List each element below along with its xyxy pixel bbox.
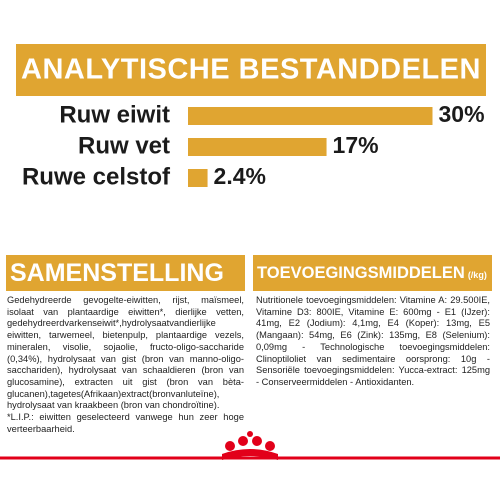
title-banner <box>16 44 486 96</box>
logo-crown-base <box>222 449 278 460</box>
category-label: Ruw eiwit <box>59 101 170 128</box>
chart-title: ANALYTISCHE BESTANDDELEN <box>21 54 481 86</box>
value-label: 17% <box>333 132 379 158</box>
logo-jewel <box>247 431 253 437</box>
bar <box>188 138 327 156</box>
logo-jewel <box>265 441 275 451</box>
brand-footer <box>0 431 500 460</box>
additives-body: Nutritionele toevoegingsmiddelen: Vitami… <box>256 295 490 389</box>
value-label: 2.4% <box>214 163 266 189</box>
composition-body: Gedehydreerde gevogelte-eiwitten, rijst,… <box>7 295 244 435</box>
bar <box>188 169 208 187</box>
additives-unit: (/kg) <box>467 270 487 280</box>
additives-header: TOEVOEGINGSMIDDELEN (/kg) <box>253 255 492 291</box>
composition-note: *L.I.P.: eiwitten geselecteerd vanwege h… <box>7 412 244 434</box>
category-label: Ruwe celstof <box>22 163 171 190</box>
bar <box>188 107 433 125</box>
additives-text: Nutritionele toevoegingsmiddelen: Vitami… <box>256 295 490 387</box>
composition-header: SAMENSTELLING <box>6 255 245 291</box>
value-label: 30% <box>439 101 485 127</box>
logo-jewel <box>252 436 262 446</box>
composition-title: SAMENSTELLING <box>10 258 224 287</box>
composition-text: Gedehydreerde gevogelte-eiwitten, rijst,… <box>7 295 244 411</box>
category-label: Ruw vet <box>78 132 170 159</box>
additives-title: TOEVOEGINGSMIDDELEN <box>257 263 465 282</box>
logo-jewel <box>225 441 235 451</box>
logo-jewel <box>238 436 248 446</box>
chart: ANALYTISCHE BESTANDDELEN Ruw eiwit 30% Ruw… <box>16 44 486 190</box>
